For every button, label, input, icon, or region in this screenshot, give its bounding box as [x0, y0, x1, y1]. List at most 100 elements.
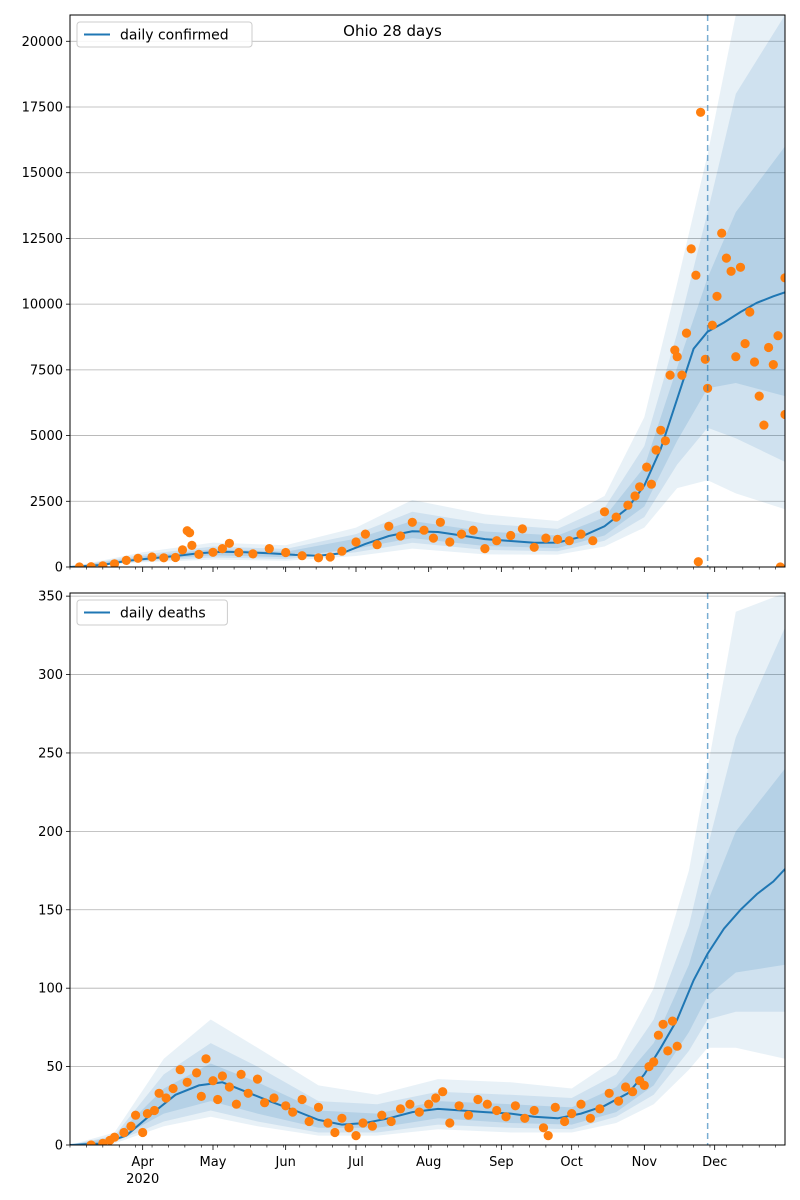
- data-point: [98, 561, 108, 567]
- y-tick-label: 300: [38, 668, 63, 683]
- data-point: [98, 1138, 108, 1145]
- data-point: [541, 533, 551, 543]
- data-point: [445, 537, 455, 547]
- data-point: [109, 1132, 120, 1142]
- data-point: [185, 528, 195, 538]
- data-point: [717, 228, 727, 238]
- data-point: [510, 1101, 520, 1111]
- legend-box: [76, 21, 253, 48]
- data-point: [337, 1113, 347, 1123]
- data-point: [149, 1105, 159, 1116]
- data-point: [126, 1121, 136, 1131]
- data-point: [313, 1102, 324, 1112]
- x-tick-sublabel: 2020: [126, 1172, 159, 1187]
- data-point: [367, 1121, 377, 1131]
- data-point: [208, 547, 218, 557]
- x-tick-label: Nov: [632, 1155, 658, 1170]
- data-point: [142, 1109, 152, 1119]
- plot-area: [70, 15, 785, 567]
- data-point: [585, 1113, 596, 1123]
- axes-frame: [69, 592, 786, 1146]
- data-point: [635, 482, 645, 492]
- data-point: [351, 1131, 361, 1141]
- y-tick-label: 50: [46, 1060, 63, 1075]
- x-tick-label: Oct: [560, 1155, 582, 1170]
- data-point: [154, 1088, 164, 1098]
- data-point: [630, 491, 640, 501]
- y-tick-label: 17500: [22, 101, 63, 116]
- data-point: [740, 339, 750, 349]
- data-point: [712, 291, 722, 301]
- data-point: [780, 409, 785, 420]
- data-point: [428, 533, 438, 543]
- data-point: [407, 517, 417, 527]
- y-tick-label: 20000: [22, 35, 63, 50]
- data-point: [231, 1099, 241, 1109]
- data-point: [161, 1093, 171, 1103]
- data-point: [121, 555, 131, 566]
- legend-label: daily deaths: [120, 606, 206, 622]
- data-point: [749, 357, 760, 367]
- data-point: [217, 544, 227, 554]
- data-point: [639, 1080, 649, 1090]
- axes-frame: [69, 14, 786, 568]
- data-point: [175, 1065, 185, 1075]
- data-point: [543, 1131, 553, 1141]
- data-point: [759, 420, 769, 430]
- data-point: [693, 557, 703, 567]
- data-point: [395, 531, 406, 541]
- data-point: [595, 1104, 605, 1114]
- data-point: [119, 1127, 129, 1138]
- chart-title: Ohio 28 days: [343, 22, 442, 40]
- data-point: [686, 244, 696, 254]
- data-point: [677, 370, 687, 380]
- data-point: [473, 1094, 483, 1105]
- x-tick-label: May: [200, 1155, 227, 1170]
- y-tick-label: 200: [38, 825, 63, 840]
- y-tick-label: 15000: [22, 166, 63, 181]
- data-point: [248, 549, 258, 559]
- x-tick-label: Jun: [275, 1155, 296, 1170]
- y-tick-label: 2500: [30, 495, 63, 510]
- data-point: [691, 270, 701, 280]
- data-point: [217, 1071, 227, 1081]
- data-point: [187, 540, 197, 551]
- data-point: [182, 1077, 192, 1087]
- data-point: [731, 352, 741, 362]
- data-point: [726, 266, 736, 276]
- data-point: [700, 354, 710, 364]
- data-point: [424, 1099, 434, 1109]
- y-tick-label: 150: [38, 903, 63, 918]
- data-point: [468, 525, 478, 535]
- data-point: [672, 1041, 682, 1051]
- data-point: [667, 1016, 678, 1026]
- data-point: [159, 553, 169, 563]
- data-point: [773, 331, 783, 341]
- data-point: [604, 1088, 614, 1098]
- data-point: [764, 342, 774, 353]
- data-point: [297, 1094, 307, 1105]
- data-point: [419, 525, 429, 535]
- data-point: [463, 1110, 474, 1120]
- data-point: [236, 1069, 246, 1079]
- data-point: [696, 107, 706, 117]
- data-point: [138, 1127, 148, 1138]
- data-point: [567, 1109, 577, 1119]
- data-point: [147, 552, 157, 562]
- data-point: [297, 551, 307, 561]
- data-point: [372, 540, 382, 550]
- data-point: [656, 425, 666, 435]
- data-point: [131, 1110, 141, 1120]
- data-point: [196, 1091, 206, 1101]
- data-point: [501, 1112, 511, 1122]
- x-tick-label: Sep: [489, 1155, 514, 1170]
- data-point: [614, 1096, 624, 1106]
- y-tick-label: 100: [38, 982, 63, 997]
- data-point: [414, 1107, 424, 1117]
- data-point: [243, 1088, 253, 1098]
- data-point: [538, 1123, 549, 1133]
- panel-1: 0 2500 5000 7500 10000 12500 15000 17500 20000 Oh…: [22, 14, 786, 576]
- data-point: [358, 1118, 368, 1128]
- data-point: [480, 544, 490, 554]
- data-point: [564, 536, 574, 546]
